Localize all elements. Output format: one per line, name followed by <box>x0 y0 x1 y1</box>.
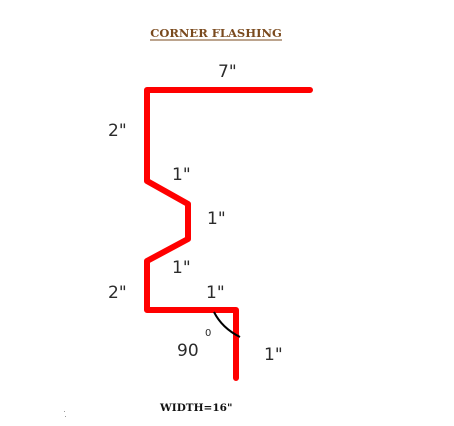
flashing-profile <box>144 87 313 381</box>
dimension-upper-vertical: 2" <box>108 121 127 141</box>
dimension-zig-3: 1" <box>172 258 191 278</box>
diagram-title: CORNER FLASHING <box>150 26 282 40</box>
dimension-zig-1: 1" <box>172 165 191 185</box>
dimension-top-leg: 7" <box>218 62 237 82</box>
dimension-drop-leg: 1" <box>264 345 283 365</box>
dimension-zig-2: 1" <box>207 209 226 229</box>
angle-value: 90 <box>177 341 199 361</box>
angle-degree-symbol: 0 <box>205 328 211 339</box>
speck-mark <box>64 411 65 412</box>
speck-mark <box>65 416 66 417</box>
width-label: WIDTH=16" <box>159 402 232 414</box>
dimension-lower-vertical: 2" <box>108 283 127 303</box>
angle-arc <box>213 311 241 338</box>
dimension-bottom-leg: 1" <box>206 283 225 303</box>
